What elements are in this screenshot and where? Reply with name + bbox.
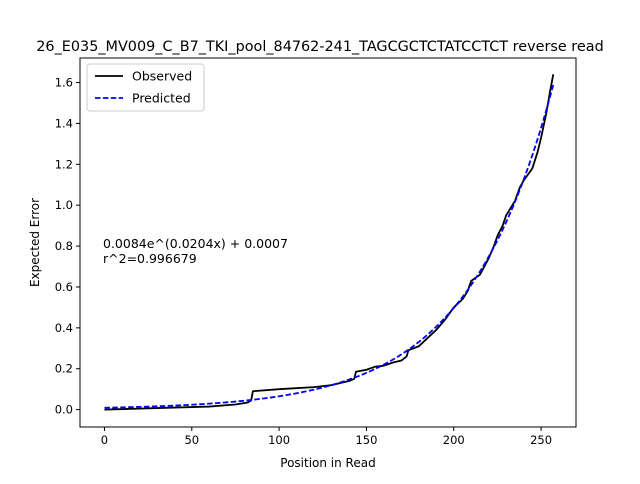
y-tick-label: 1.6	[55, 76, 73, 90]
legend-label-observed: Observed	[132, 69, 192, 84]
x-axis-label: Position in Read	[280, 456, 375, 470]
y-tick-label: 1.0	[55, 198, 73, 212]
legend: Observed Predicted	[86, 63, 205, 112]
chart-title: 26_E035_MV009_C_B7_TKI_pool_84762-241_TA…	[36, 39, 603, 55]
axes-frame	[79, 57, 577, 428]
y-tick-label: 1.2	[55, 157, 73, 171]
x-tick-label: 150	[355, 433, 377, 447]
series-observed-line	[104, 74, 555, 411]
plot-area	[104, 74, 555, 411]
y-tick-label: 0.6	[55, 280, 73, 294]
y-tick-label: 1.4	[55, 116, 73, 130]
x-tick-label: 50	[184, 433, 199, 447]
legend-label-predicted: Predicted	[132, 91, 191, 106]
x-tick-label: 250	[530, 433, 552, 447]
fit-equation-annotation: 0.0084e^(0.0204x) + 0.0007	[103, 236, 288, 251]
x-tick-label: 0	[101, 433, 108, 447]
x-tick-label: 100	[268, 433, 290, 447]
y-axis-label: Expected Error	[28, 198, 42, 287]
axis-ticks: 0 50 100 150 200 250 0.0 0.2 0.4 0.6 0.8 1.0 1.2 1.4 1…	[55, 76, 552, 447]
y-tick-label: 0.4	[55, 321, 73, 335]
x-tick-label: 200	[443, 433, 465, 447]
series-predicted-line	[104, 84, 555, 409]
y-tick-label: 0.8	[55, 239, 73, 253]
y-tick-label: 0.2	[55, 362, 73, 376]
r-squared-annotation: r^2=0.996679	[103, 251, 197, 266]
y-tick-label: 0.0	[55, 403, 73, 417]
